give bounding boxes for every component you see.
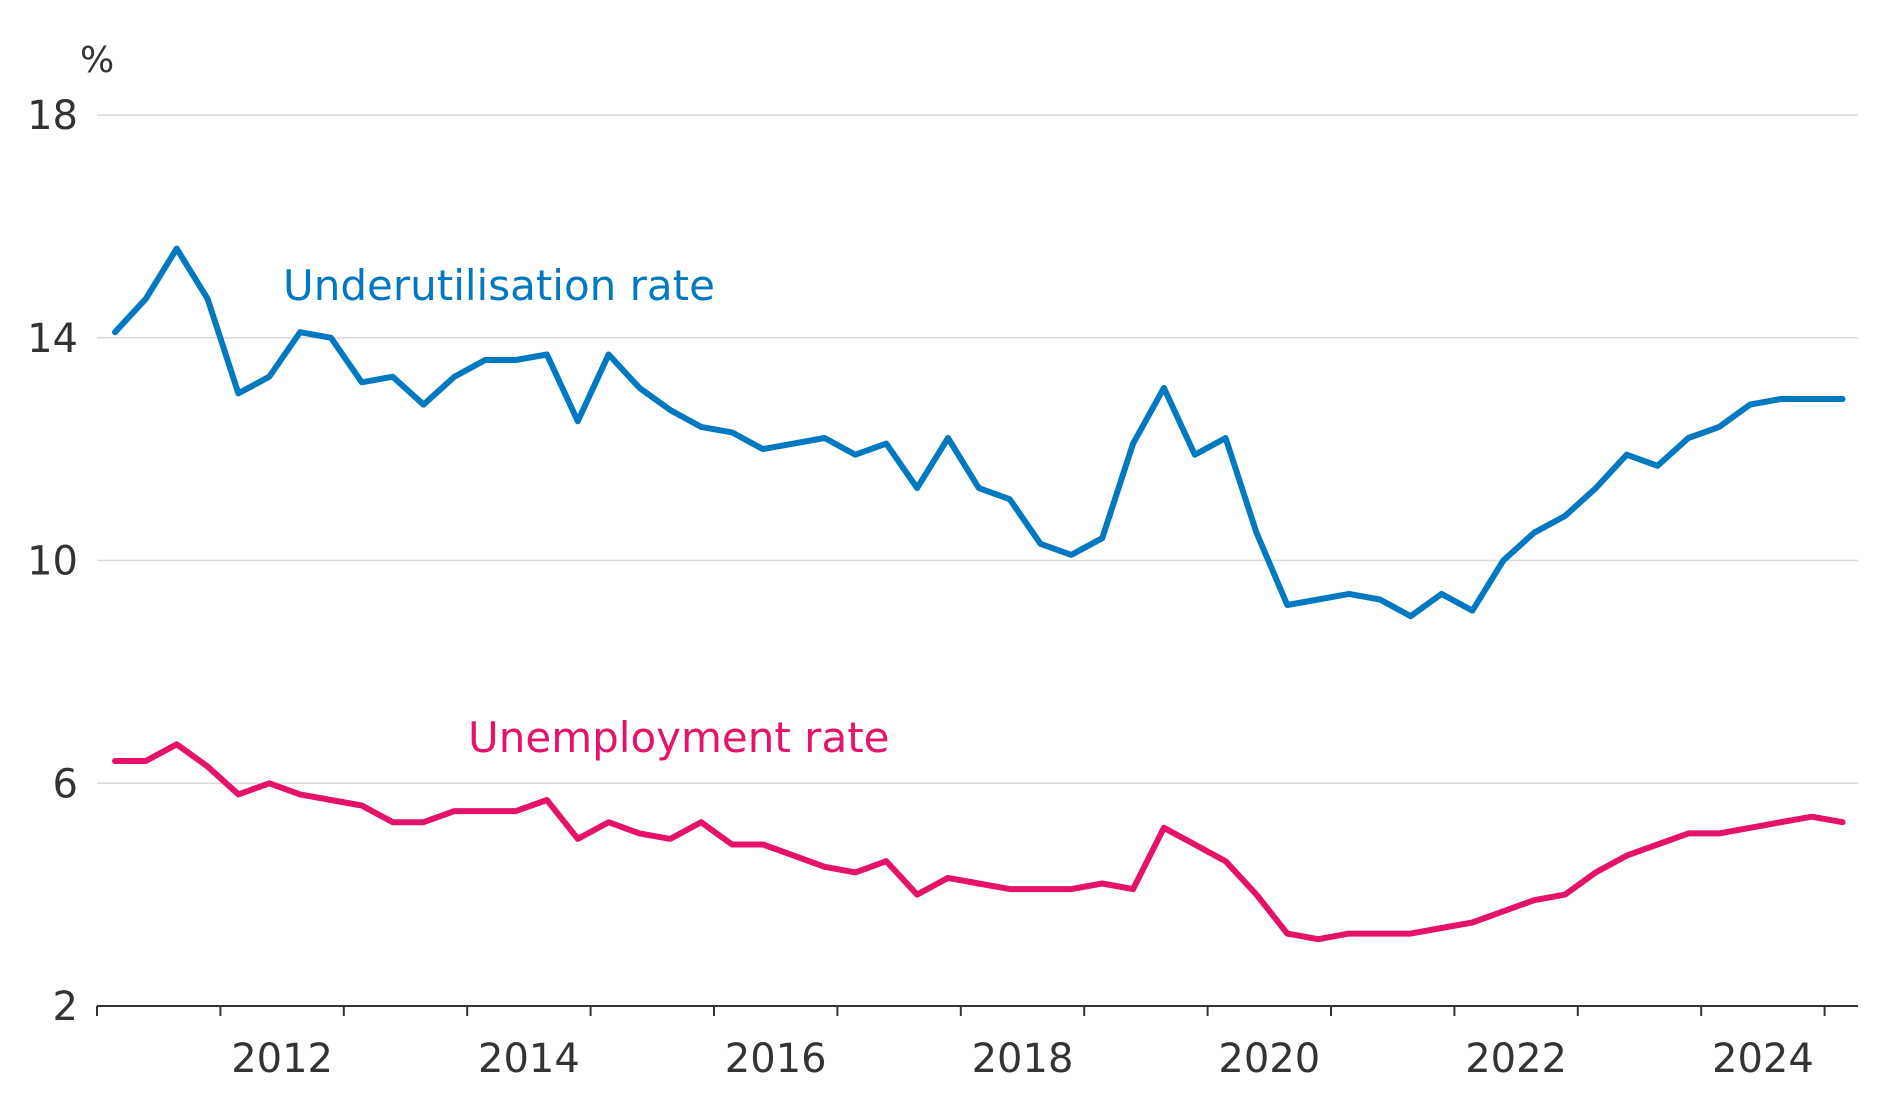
series-lines bbox=[112, 245, 1846, 943]
series-line-0 bbox=[112, 245, 1846, 620]
x-tick-label: 2024 bbox=[1712, 1036, 1814, 1082]
x-axis: 2012 2014 2016 2018 2020 2022 2024 bbox=[96, 1005, 1858, 1082]
series-label-1: Unemployment rate bbox=[468, 713, 890, 762]
gridlines bbox=[97, 114, 1858, 784]
y-tick-label: 6 bbox=[53, 761, 78, 807]
x-tick-label: 2012 bbox=[231, 1036, 333, 1082]
x-tick-label: 2016 bbox=[725, 1036, 827, 1082]
x-tick-label: 2020 bbox=[1218, 1036, 1320, 1082]
y-tick-label: 10 bbox=[27, 539, 78, 585]
x-tick-label: 2022 bbox=[1465, 1036, 1567, 1082]
series-label-0: Underutilisation rate bbox=[283, 261, 715, 310]
y-tick-label: 18 bbox=[27, 93, 78, 139]
y-axis-unit: % bbox=[80, 40, 114, 81]
series-labels: Underutilisation rate Unemployment rate bbox=[283, 261, 890, 762]
x-tick-label: 2018 bbox=[972, 1036, 1074, 1082]
y-axis: % 2 6 10 14 18 bbox=[27, 40, 114, 1030]
series-line-1 bbox=[112, 741, 1846, 943]
y-tick-label: 2 bbox=[53, 984, 78, 1030]
y-tick-label: 14 bbox=[27, 316, 78, 362]
x-tick-label: 2014 bbox=[478, 1036, 580, 1082]
